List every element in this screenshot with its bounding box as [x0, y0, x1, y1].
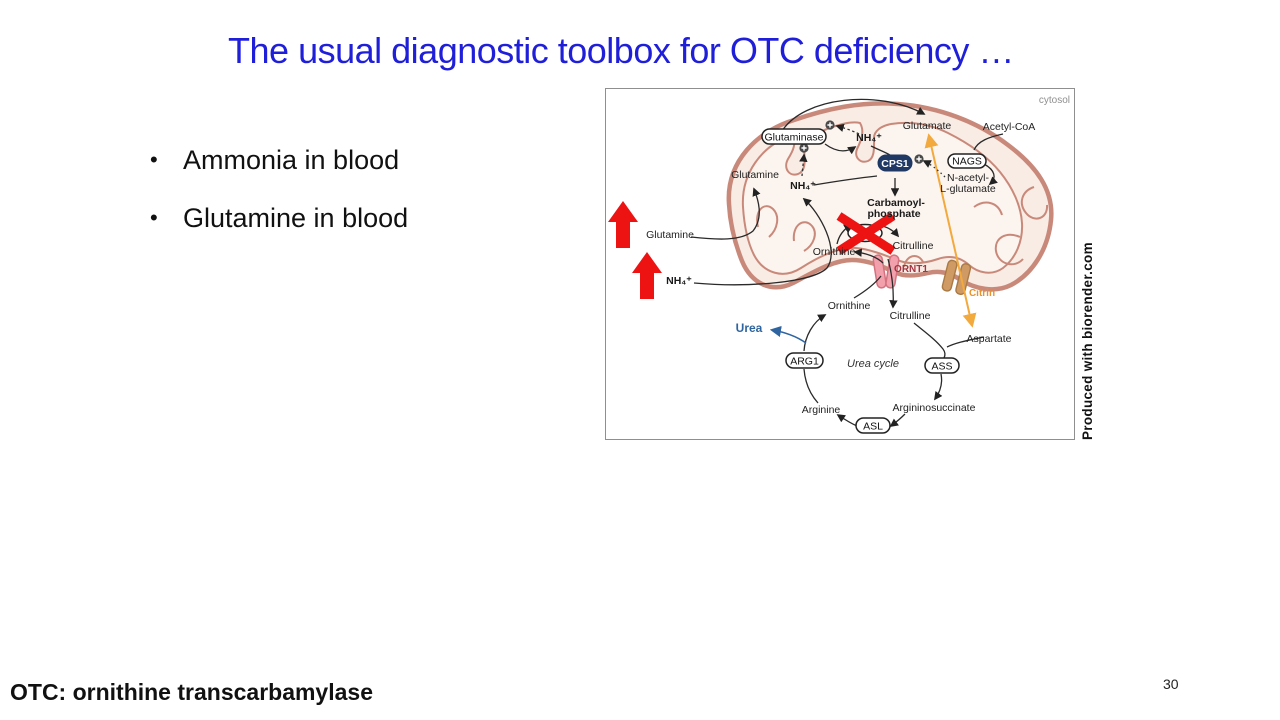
bullet-dot-icon: • [150, 147, 158, 172]
ammonium-label-inner: NH₄⁺ [790, 180, 816, 192]
bullet-list: • Ammonia in blood • Glutamine in blood [150, 143, 408, 259]
cps1-enzyme: CPS1 [881, 158, 909, 170]
carbamoyl-label-line2: phosphate [867, 208, 920, 220]
acetyl-coa-label: Acetyl-CoA [983, 121, 1036, 133]
slide-title: The usual diagnostic toolbox for OTC def… [228, 30, 1014, 71]
glutamine-label-inner: Glutamine [731, 169, 779, 181]
up-arrow-icon [608, 201, 638, 248]
arg1-enzyme: ARG1 [790, 356, 819, 368]
carbamoyl-label-line1: Carbamoyl- [867, 197, 925, 209]
activation-arrows [799, 123, 946, 178]
citrin-shuttle-arrow [924, 133, 977, 328]
citrin-transporter-label: Citrin [969, 288, 995, 299]
flow-arrows [690, 98, 1004, 428]
nag-label-line2: L-glutamate [940, 183, 996, 195]
elevated-arrows [608, 201, 662, 299]
citrulline-label-cycle: Citrulline [890, 310, 931, 322]
glutamine-label-blood: Glutamine [646, 229, 694, 241]
bullet-text: Glutamine in blood [183, 202, 409, 233]
up-arrow-icon [632, 252, 662, 299]
ammonium-label-top: NH₄⁺ [856, 132, 882, 144]
nag-label-line1: N-acetyl- [947, 172, 990, 184]
glutamate-label: Glutamate [903, 120, 952, 132]
enzyme-pills: Glutaminase CPS1 NAGS ARG1 ASS ASL [761, 128, 987, 434]
pathway-figure: Glutaminase CPS1 NAGS ARG1 ASS ASL cytos… [605, 88, 1075, 440]
aspartate-label: Aspartate [967, 333, 1012, 345]
abbreviation-footnote: OTC: ornithine transcarbamylase [10, 679, 373, 705]
diagram-labels: cytosol Glutamate Acetyl-CoA NH₄⁺ N-acet… [646, 95, 1070, 416]
urea-cycle-diagram: Glutaminase CPS1 NAGS ARG1 ASS ASL cytos… [608, 95, 1070, 434]
plus-activation-icon [799, 120, 924, 164]
ammonium-label-blood: NH₄⁺ [666, 275, 692, 287]
ornt1-transporter-label: ORNT1 [894, 264, 928, 275]
urea-cycle-title: Urea cycle [847, 358, 899, 370]
biorender-credit: Produced with biorender.com [1080, 242, 1095, 440]
urea-label: Urea [736, 321, 763, 335]
urea-arrow [769, 325, 807, 344]
cytosol-label: cytosol [1039, 95, 1070, 106]
argininosuccinate-label: Argininosuccinate [893, 402, 976, 414]
nags-enzyme: NAGS [952, 156, 982, 168]
ass-enzyme: ASS [931, 361, 952, 373]
bullet-item: • Ammonia in blood [150, 143, 408, 177]
citrulline-label-inner: Citrulline [893, 240, 934, 252]
bullet-text: Ammonia in blood [183, 144, 400, 175]
bullet-item: • Glutamine in blood [150, 201, 408, 235]
glutaminase-enzyme: Glutaminase [765, 132, 824, 144]
ornithine-label-inner: Ornithine [813, 246, 856, 258]
arginine-label: Arginine [802, 404, 841, 416]
ornithine-label-cycle: Ornithine [828, 300, 871, 312]
cristae-folds [756, 186, 1049, 268]
asl-enzyme: ASL [863, 421, 883, 433]
bullet-dot-icon: • [150, 205, 158, 230]
otc-blocked-cross-icon [836, 212, 896, 255]
page-number: 30 [1163, 676, 1179, 692]
